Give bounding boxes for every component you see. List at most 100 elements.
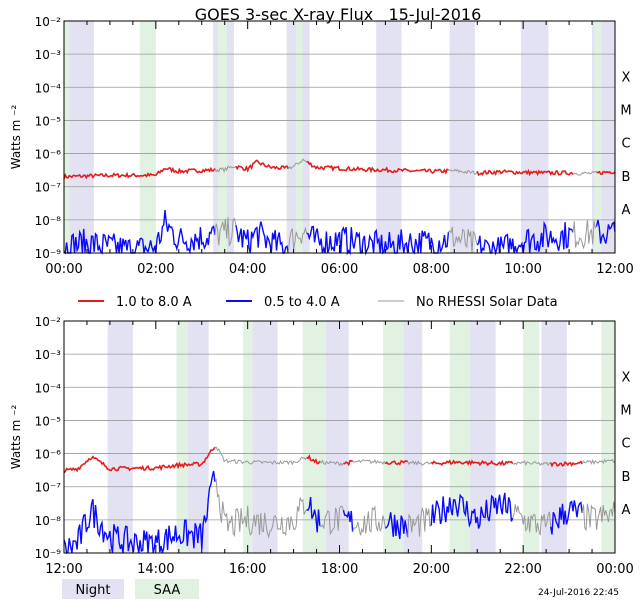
series-line-short <box>581 501 616 532</box>
series-line-short <box>448 226 478 253</box>
flare-class-label: B <box>622 470 631 485</box>
saa-band <box>217 21 228 253</box>
saa-band <box>243 321 253 553</box>
series-line-short <box>407 506 432 538</box>
saa-band <box>295 21 303 253</box>
series-line-long <box>596 170 616 176</box>
series-line-short <box>63 470 216 554</box>
panel-bottom: 12:00 14:00 16:00 18:00 20:00 22:00 00:00 10⁻⁹ 1… <box>9 315 634 577</box>
saa-band <box>594 21 602 253</box>
series-line-long <box>448 168 478 176</box>
x-tick-label: 12:00 <box>596 262 633 277</box>
saa-legend-swatch <box>135 579 199 599</box>
series-line-short <box>512 504 552 536</box>
night-band <box>68 21 94 253</box>
x-tick-label: 04:00 <box>229 262 266 277</box>
saa-band <box>139 21 156 253</box>
saa-band <box>383 321 404 553</box>
series-line-short <box>306 497 321 533</box>
series-line-long <box>343 459 353 467</box>
night-band <box>470 321 496 553</box>
series-line-long <box>407 460 432 466</box>
night-band <box>520 21 549 253</box>
x-tick-label: 08:00 <box>413 262 450 277</box>
series-line-long <box>476 168 574 177</box>
series-line-long <box>549 460 583 468</box>
series-line-long <box>214 446 308 466</box>
y-tick-label: 10⁻⁹ <box>35 547 62 561</box>
x-tick-label: 00:00 <box>596 562 633 577</box>
night-band <box>376 21 402 253</box>
y-tick-label: 10⁻⁵ <box>35 414 62 428</box>
series-line-long <box>430 459 514 467</box>
x-tick-label: 02:00 <box>137 262 174 277</box>
saa-band <box>302 321 326 553</box>
saa-band <box>523 321 540 553</box>
series-line-long <box>319 459 344 467</box>
flare-class-label: C <box>621 137 630 152</box>
flare-class-label: A <box>622 203 631 218</box>
night-band <box>325 321 349 553</box>
night-band <box>449 21 475 253</box>
series-line-short <box>595 219 616 244</box>
panel-top: 00:00 02:00 04:00 06:00 08:00 10:00 12:00 10⁻⁹ 1… <box>9 15 634 277</box>
saa-band <box>449 321 471 553</box>
night-legend-label: Night <box>76 583 111 598</box>
saa-band <box>601 321 615 553</box>
series-line-long <box>287 158 308 170</box>
y-tick-label: 10⁻⁴ <box>35 81 62 95</box>
flare-class-label: B <box>622 170 631 185</box>
series-line-long <box>63 166 216 180</box>
y-tick-label: 10⁻⁶ <box>35 448 62 462</box>
series-line-short <box>214 217 237 248</box>
series-line-long <box>306 454 321 465</box>
flare-class-label: A <box>622 503 631 518</box>
x-tick-label: 06:00 <box>321 262 358 277</box>
night-band <box>107 321 133 553</box>
series-line-long <box>384 460 409 466</box>
flare-class-label: X <box>622 370 631 385</box>
series-line-long <box>572 170 597 176</box>
y-tick-label: 10⁻⁵ <box>35 114 62 128</box>
y-tick-label: 10⁻⁴ <box>35 381 62 395</box>
series-line-long <box>306 160 449 175</box>
y-tick-label: 10⁻⁶ <box>35 148 62 162</box>
series-legend: 1.0 to 8.0 A 0.5 to 4.0 A No RHESSI Sola… <box>78 295 558 310</box>
x-tick-label: 18:00 <box>321 562 358 577</box>
series-line-short <box>287 226 308 254</box>
flare-class-label: X <box>622 70 631 85</box>
series-line-short <box>319 505 344 536</box>
y-tick-label: 10⁻⁹ <box>35 247 62 261</box>
y-tick-label: 10⁻⁷ <box>35 181 62 195</box>
series-line-short <box>235 221 289 254</box>
series-line-long <box>352 459 386 465</box>
y-tick-label: 10⁻⁸ <box>35 514 62 528</box>
series-line-short <box>572 219 597 250</box>
x-tick-label: 00:00 <box>45 262 82 277</box>
legend-label-short: 0.5 to 4.0 A <box>264 295 340 310</box>
x-tick-label: 12:00 <box>45 562 82 577</box>
x-tick-label: 10:00 <box>504 262 541 277</box>
series-line-long <box>512 460 551 467</box>
series-line-long <box>581 458 616 466</box>
y-tick-label: 10⁻⁸ <box>35 214 62 228</box>
shading-legend: Night SAA <box>62 579 199 599</box>
x-tick-label: 20:00 <box>413 562 450 577</box>
x-tick-label: 22:00 <box>504 562 541 577</box>
saa-band <box>64 21 70 253</box>
series-line-short <box>342 510 354 533</box>
y-tick-label: 10⁻² <box>35 15 62 29</box>
y-tick-label: 10⁻³ <box>35 348 62 362</box>
night-legend-swatch <box>62 579 124 599</box>
legend-label-no-rhessi: No RHESSI Solar Data <box>416 295 558 310</box>
series-line-long <box>235 159 290 173</box>
y-axis-label: Watts m ⁻² <box>9 105 23 170</box>
y-tick-label: 10⁻³ <box>35 48 62 62</box>
y-tick-label: 10⁻² <box>35 315 62 329</box>
y-axis-label: Watts m ⁻² <box>9 405 23 470</box>
series-line-long <box>214 165 237 173</box>
x-tick-label: 14:00 <box>137 562 174 577</box>
chart-title: GOES 3-sec X-ray Flux 15-Jul-2016 <box>195 5 482 24</box>
flare-class-label: C <box>621 437 630 452</box>
